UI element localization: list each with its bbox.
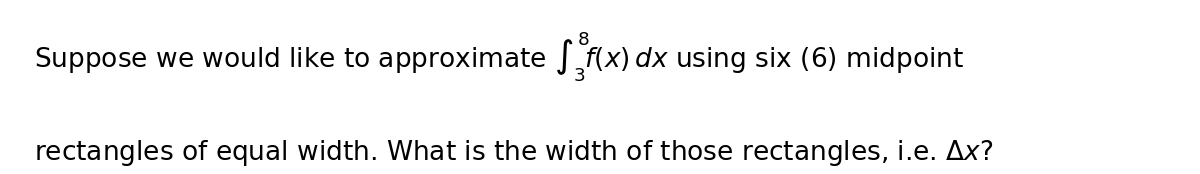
Text: Suppose we would like to approximate $\int_3^8\! f(x)\,dx$ using six (6) midpoin: Suppose we would like to approximate $\i… [35,29,965,83]
Text: rectangles of equal width. What is the width of those rectangles, i.e. $\Delta x: rectangles of equal width. What is the w… [35,138,994,168]
